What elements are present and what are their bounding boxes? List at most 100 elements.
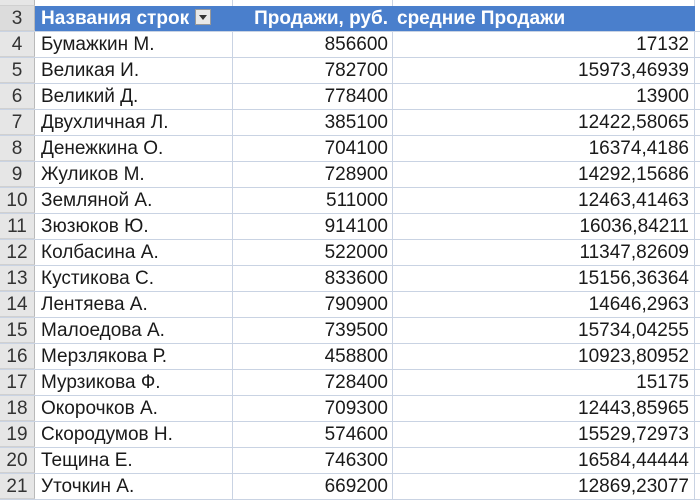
table-row: 11 Зюзюков Ю. 914100 16036,84211 bbox=[0, 214, 700, 240]
cell-name[interactable]: Лентяева А. bbox=[35, 292, 233, 317]
header-cell-avg-sales[interactable]: средние Продажи bbox=[393, 6, 695, 31]
cell-avg-sales[interactable]: 15175 bbox=[393, 370, 695, 395]
cell[interactable] bbox=[35, 0, 233, 6]
cell-sales[interactable]: 790900 bbox=[233, 292, 393, 317]
cell-avg-sales[interactable]: 17132 bbox=[393, 32, 695, 57]
cell-name[interactable]: Мерзлякова Р. bbox=[35, 344, 233, 369]
table-row: 5 Великая И. 782700 15973,46939 bbox=[0, 58, 700, 84]
cell-name[interactable]: Жуликов М. bbox=[35, 162, 233, 187]
cell-sales[interactable]: 385100 bbox=[233, 110, 393, 135]
row-header[interactable]: 12 bbox=[0, 240, 35, 265]
cell-avg-sales[interactable]: 16374,4186 bbox=[393, 136, 695, 161]
row-header[interactable]: 3 bbox=[0, 6, 35, 31]
cell-avg-sales[interactable]: 12869,23077 bbox=[393, 474, 695, 499]
cell-sales[interactable]: 458800 bbox=[233, 344, 393, 369]
cell-name[interactable]: Зюзюков Ю. bbox=[35, 214, 233, 239]
table-row: 21 Уточкин А. 669200 12869,23077 bbox=[0, 474, 700, 500]
cell-avg-sales[interactable]: 14292,15686 bbox=[393, 162, 695, 187]
cell-sales[interactable]: 856600 bbox=[233, 32, 393, 57]
row-header[interactable]: 11 bbox=[0, 214, 35, 239]
cell-avg-sales[interactable]: 10923,80952 bbox=[393, 344, 695, 369]
cell-name[interactable]: Скородумов Н. bbox=[35, 422, 233, 447]
cell-avg-sales[interactable]: 15156,36364 bbox=[393, 266, 695, 291]
table-row: 10 Земляной А. 511000 12463,41463 bbox=[0, 188, 700, 214]
header-cell-row-labels[interactable]: Названия строк bbox=[35, 6, 233, 31]
cell-avg-sales[interactable]: 14646,2963 bbox=[393, 292, 695, 317]
table-row: 13 Кустикова С. 833600 15156,36364 bbox=[0, 266, 700, 292]
table-row: 19 Скородумов Н. 574600 15529,72973 bbox=[0, 422, 700, 448]
cell-sales[interactable]: 778400 bbox=[233, 84, 393, 109]
table-row: 8 Денежкина О. 704100 16374,4186 bbox=[0, 136, 700, 162]
row-header[interactable]: 10 bbox=[0, 188, 35, 213]
row-header[interactable]: 16 bbox=[0, 344, 35, 369]
cell-avg-sales[interactable]: 12463,41463 bbox=[393, 188, 695, 213]
cell-name[interactable]: Окорочков А. bbox=[35, 396, 233, 421]
row-header[interactable]: 7 bbox=[0, 110, 35, 135]
row-header[interactable]: 15 bbox=[0, 318, 35, 343]
cell-sales[interactable]: 782700 bbox=[233, 58, 393, 83]
cell-avg-sales[interactable]: 16584,44444 bbox=[393, 448, 695, 473]
cell-avg-sales[interactable]: 16036,84211 bbox=[393, 214, 695, 239]
row-header[interactable] bbox=[0, 0, 35, 6]
pivot-body: 4 Бумажкин М. 856600 17132 5 Великая И. 782700… bbox=[0, 32, 700, 500]
table-row: 17 Мурзикова Ф. 728400 15175 bbox=[0, 370, 700, 396]
row-header[interactable]: 17 bbox=[0, 370, 35, 395]
cell-avg-sales[interactable]: 13900 bbox=[393, 84, 695, 109]
cell-name[interactable]: Бумажкин М. bbox=[35, 32, 233, 57]
cell-name[interactable]: Денежкина О. bbox=[35, 136, 233, 161]
cell-sales[interactable]: 739500 bbox=[233, 318, 393, 343]
row-header[interactable]: 14 bbox=[0, 292, 35, 317]
table-row: 9 Жуликов М. 728900 14292,15686 bbox=[0, 162, 700, 188]
cell-name[interactable]: Тещина Е. bbox=[35, 448, 233, 473]
header-cell-sales[interactable]: Продажи, руб. bbox=[233, 6, 393, 31]
row-header[interactable]: 8 bbox=[0, 136, 35, 161]
cell-sales[interactable]: 914100 bbox=[233, 214, 393, 239]
cell-name[interactable]: Мурзикова Ф. bbox=[35, 370, 233, 395]
cell-name[interactable]: Малоедова А. bbox=[35, 318, 233, 343]
table-row: 20 Тещина Е. 746300 16584,44444 bbox=[0, 448, 700, 474]
cell-name[interactable]: Великая И. bbox=[35, 58, 233, 83]
cell-name[interactable]: Двухличная Л. bbox=[35, 110, 233, 135]
cell-name[interactable]: Уточкин А. bbox=[35, 474, 233, 499]
cell-sales[interactable]: 704100 bbox=[233, 136, 393, 161]
cell-sales[interactable]: 728400 bbox=[233, 370, 393, 395]
cell-name[interactable]: Великий Д. bbox=[35, 84, 233, 109]
row-header[interactable]: 21 bbox=[0, 474, 35, 499]
header-label: Названия строк bbox=[41, 8, 190, 29]
table-row: 18 Окорочков А. 709300 12443,85965 bbox=[0, 396, 700, 422]
cell-avg-sales[interactable]: 15529,72973 bbox=[393, 422, 695, 447]
cell-sales[interactable]: 511000 bbox=[233, 188, 393, 213]
cell-sales[interactable]: 728900 bbox=[233, 162, 393, 187]
row-header[interactable]: 4 bbox=[0, 32, 35, 57]
cell[interactable] bbox=[233, 0, 393, 6]
row-header[interactable]: 20 bbox=[0, 448, 35, 473]
pivot-header-row: 3 Названия строк Продажи, руб. средние П… bbox=[0, 6, 700, 32]
cell-avg-sales[interactable]: 12422,58065 bbox=[393, 110, 695, 135]
cell-avg-sales[interactable]: 11347,82609 bbox=[393, 240, 695, 265]
cell-name[interactable]: Земляной А. bbox=[35, 188, 233, 213]
cell-avg-sales[interactable]: 15734,04255 bbox=[393, 318, 695, 343]
cell-sales[interactable]: 709300 bbox=[233, 396, 393, 421]
cell-name[interactable]: Кустикова С. bbox=[35, 266, 233, 291]
cell-avg-sales[interactable]: 12443,85965 bbox=[393, 396, 695, 421]
cell-sales[interactable]: 746300 bbox=[233, 448, 393, 473]
cell-sales[interactable]: 833600 bbox=[233, 266, 393, 291]
row-header[interactable]: 18 bbox=[0, 396, 35, 421]
table-row: 16 Мерзлякова Р. 458800 10923,80952 bbox=[0, 344, 700, 370]
row-header[interactable]: 19 bbox=[0, 422, 35, 447]
cell-sales[interactable]: 522000 bbox=[233, 240, 393, 265]
previous-row-partial bbox=[0, 0, 700, 6]
dropdown-filter-icon[interactable] bbox=[195, 8, 212, 25]
row-header[interactable]: 9 bbox=[0, 162, 35, 187]
cell-name[interactable]: Колбасина А. bbox=[35, 240, 233, 265]
table-row: 4 Бумажкин М. 856600 17132 bbox=[0, 32, 700, 58]
row-header[interactable]: 6 bbox=[0, 84, 35, 109]
cell-sales[interactable]: 574600 bbox=[233, 422, 393, 447]
cell[interactable] bbox=[393, 0, 695, 6]
row-header[interactable]: 13 bbox=[0, 266, 35, 291]
row-header[interactable]: 5 bbox=[0, 58, 35, 83]
cell-sales[interactable]: 669200 bbox=[233, 474, 393, 499]
table-row: 6 Великий Д. 778400 13900 bbox=[0, 84, 700, 110]
cell-avg-sales[interactable]: 15973,46939 bbox=[393, 58, 695, 83]
